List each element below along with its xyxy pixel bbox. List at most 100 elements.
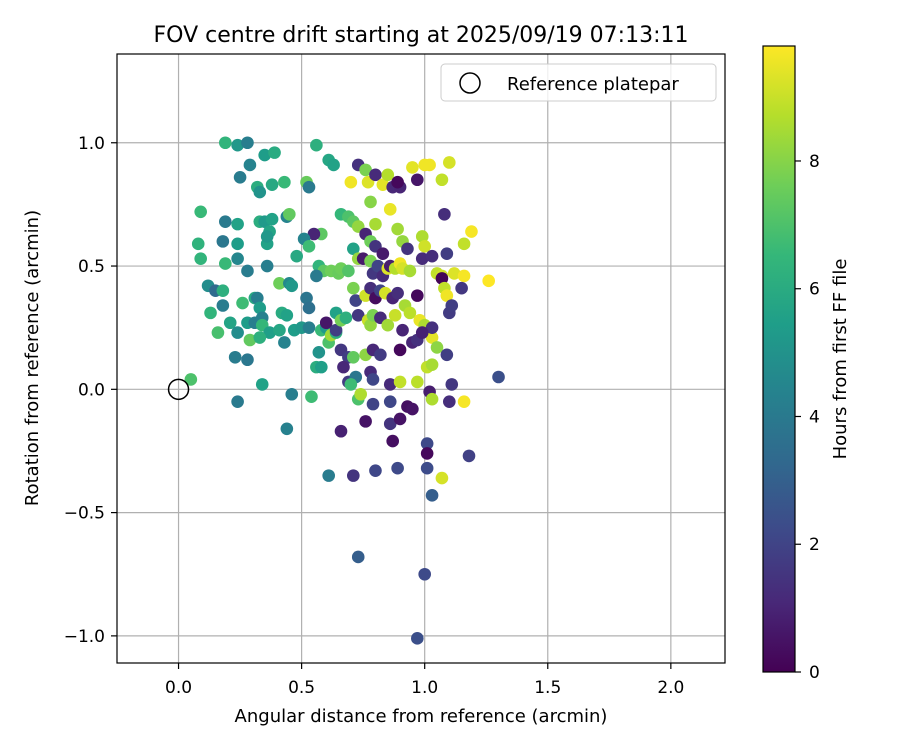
data-point — [278, 175, 291, 189]
data-point — [420, 461, 434, 475]
data-point — [388, 309, 402, 322]
data-point — [391, 175, 404, 189]
data-point — [302, 240, 316, 253]
data-point — [300, 291, 313, 305]
data-point — [285, 387, 299, 401]
data-point — [396, 323, 409, 337]
legend-box — [440, 63, 717, 102]
data-point — [411, 375, 424, 389]
data-point — [211, 326, 225, 339]
data-point — [425, 358, 439, 371]
colorbar-label: Hours from first FF file — [830, 259, 851, 460]
data-point — [280, 309, 294, 322]
data-point — [260, 230, 274, 243]
data-point — [231, 326, 244, 339]
data-point — [322, 469, 335, 482]
data-point — [445, 299, 459, 312]
data-point — [319, 316, 333, 330]
data-point — [465, 225, 478, 238]
data-point — [265, 212, 279, 226]
data-point — [347, 281, 360, 295]
data-point — [191, 237, 205, 251]
legend: Reference platepar — [440, 63, 717, 102]
data-point — [290, 249, 303, 263]
colorbar: 0 2 4 6 8 Hours from first FF file — [762, 45, 851, 683]
data-point — [420, 447, 434, 460]
data-point — [457, 395, 471, 408]
data-point — [386, 434, 399, 448]
data-point — [391, 222, 404, 236]
data-point — [231, 237, 244, 251]
data-point — [430, 341, 444, 354]
data-point — [310, 138, 323, 152]
colorbar-frame — [762, 45, 796, 673]
data-point — [241, 136, 254, 150]
data-point — [231, 217, 244, 231]
data-point — [403, 306, 417, 320]
data-point — [194, 205, 207, 219]
data-point — [253, 331, 267, 344]
data-point — [457, 237, 471, 251]
data-point — [337, 360, 350, 374]
data-point — [411, 173, 424, 187]
data-point — [359, 163, 372, 177]
data-point — [241, 264, 254, 278]
x-tick-label: 2.0 — [657, 678, 684, 698]
data-point — [403, 264, 417, 278]
data-point — [344, 378, 358, 391]
data-point — [347, 469, 360, 482]
y-tick-label: 0.5 — [78, 257, 105, 277]
data-point — [457, 269, 471, 283]
chart-title: FOV centre drift starting at 2025/09/19 … — [154, 23, 689, 48]
data-point — [406, 161, 419, 174]
x-tick-label: 1.0 — [411, 678, 438, 698]
data-point — [251, 291, 264, 305]
y-axis-label: Rotation from reference (arcmin) — [22, 210, 43, 506]
data-point — [243, 158, 257, 172]
data-point — [406, 402, 419, 416]
data-point — [344, 175, 358, 189]
data-point — [381, 168, 395, 182]
data-point — [243, 333, 257, 347]
data-point — [342, 264, 355, 278]
data-point — [435, 173, 449, 187]
data-point — [315, 360, 328, 374]
data-point — [349, 294, 363, 307]
data-point — [415, 326, 429, 339]
plot-area-background — [117, 54, 725, 663]
data-point — [216, 235, 230, 248]
data-point — [366, 397, 380, 411]
data-point — [364, 318, 377, 332]
data-point — [391, 461, 404, 475]
data-point — [253, 185, 267, 199]
data-point — [418, 240, 431, 253]
data-point — [223, 316, 237, 330]
data-point — [302, 301, 316, 315]
colorbar-tick-label: 2 — [809, 535, 820, 555]
data-point — [184, 373, 198, 386]
data-point — [415, 252, 429, 265]
x-tick-label: 0.0 — [165, 678, 192, 698]
data-point — [443, 395, 456, 408]
data-point — [236, 296, 249, 310]
y-tick-label: 1.0 — [78, 134, 105, 154]
data-point — [393, 343, 407, 357]
colorbar-gradient — [763, 46, 795, 672]
data-point — [273, 276, 286, 290]
reference-platepar-marker — [167, 378, 190, 401]
data-point — [393, 375, 407, 389]
data-point — [366, 373, 380, 386]
data-point — [438, 207, 451, 221]
data-point — [334, 424, 348, 438]
colorbar-tick-label: 4 — [809, 407, 820, 427]
data-point — [302, 180, 316, 194]
data-point — [440, 247, 454, 261]
data-point — [351, 309, 365, 322]
colorbar-tick-label: 6 — [809, 280, 820, 300]
data-point — [265, 178, 279, 191]
data-point — [273, 323, 286, 337]
data-point — [455, 281, 468, 295]
data-point — [258, 148, 271, 162]
data-point — [228, 350, 242, 364]
